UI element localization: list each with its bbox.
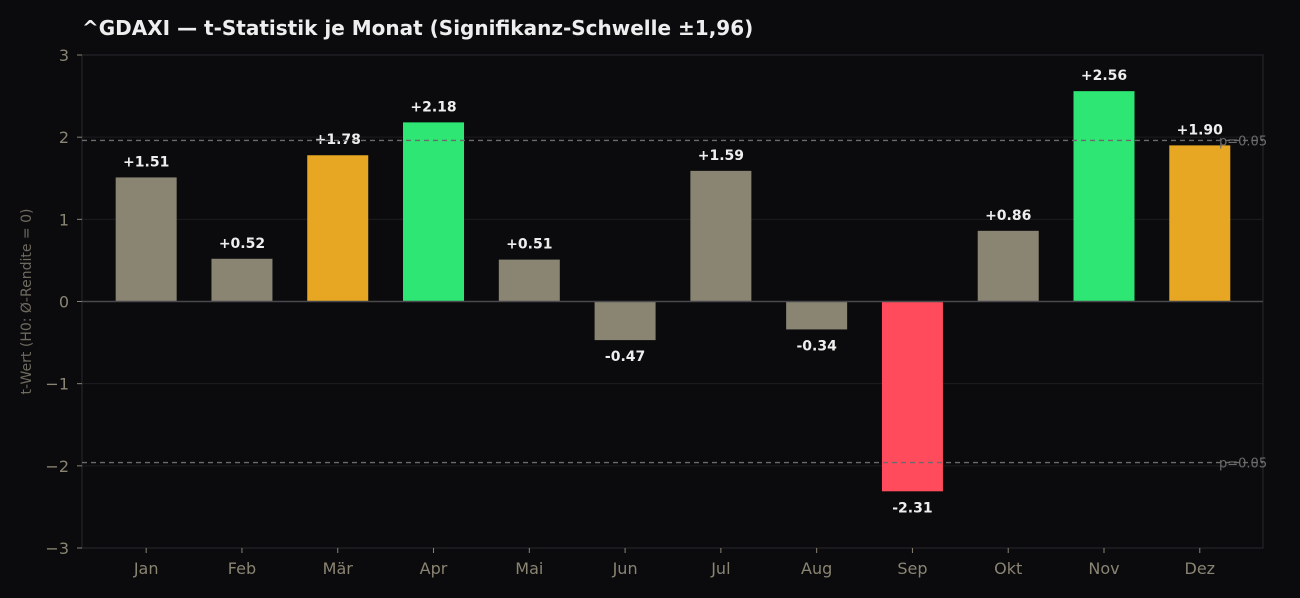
data-label: +0.51 xyxy=(506,237,552,253)
x-tick-label: Feb xyxy=(228,559,256,578)
bar-nov xyxy=(1073,91,1135,302)
bar-apr xyxy=(403,122,465,302)
bar-aug xyxy=(786,301,848,330)
x-tick-label: Jul xyxy=(710,559,730,578)
y-tick-label: −3 xyxy=(45,539,69,558)
data-label: +1.51 xyxy=(123,154,169,170)
x-tick-label: Mai xyxy=(515,559,543,578)
y-tick-label: −2 xyxy=(45,457,69,476)
bar-jun xyxy=(594,301,656,341)
data-label: +0.52 xyxy=(219,236,265,252)
data-label: -0.47 xyxy=(605,349,645,365)
y-tick-label: −1 xyxy=(45,375,69,394)
x-tick-label: Okt xyxy=(994,559,1022,578)
x-tick-label: Nov xyxy=(1088,559,1119,578)
threshold-label: p=0.05 xyxy=(1219,134,1267,149)
bar-feb xyxy=(211,258,273,302)
data-label: -2.31 xyxy=(892,500,932,516)
data-label: +0.86 xyxy=(985,208,1031,224)
bar-dez xyxy=(1169,145,1231,302)
chart-title: ^GDAXI — t-Statistik je Monat (Signifika… xyxy=(82,16,754,40)
x-tick-label: Sep xyxy=(897,559,927,578)
bar-sep xyxy=(881,301,943,492)
data-label: +2.56 xyxy=(1081,68,1127,84)
x-tick-label: Aug xyxy=(801,559,832,578)
bar-jan xyxy=(115,177,177,302)
y-tick-label: 1 xyxy=(59,210,69,229)
x-tick-label: Apr xyxy=(420,559,448,578)
bar-jul xyxy=(690,170,752,302)
bar-mai xyxy=(498,259,560,302)
y-tick-label: 2 xyxy=(59,128,69,147)
threshold-label: p=0.05 xyxy=(1219,457,1267,472)
x-tick-label: Dez xyxy=(1185,559,1216,578)
y-tick-label: 0 xyxy=(59,293,69,312)
data-label: +1.90 xyxy=(1177,122,1224,138)
data-label: +1.59 xyxy=(698,148,744,164)
data-label: +2.18 xyxy=(410,99,456,115)
x-tick-label: Jun xyxy=(612,559,638,578)
x-tick-label: Mär xyxy=(323,559,354,578)
data-label: -0.34 xyxy=(796,338,837,354)
y-axis-label: t-Wert (H0: Ø-Rendite = 0) xyxy=(19,209,35,395)
bar-okt xyxy=(977,230,1039,302)
y-tick-label: 3 xyxy=(59,46,69,65)
bar-mär xyxy=(307,155,369,302)
x-tick-label: Jan xyxy=(133,559,159,578)
